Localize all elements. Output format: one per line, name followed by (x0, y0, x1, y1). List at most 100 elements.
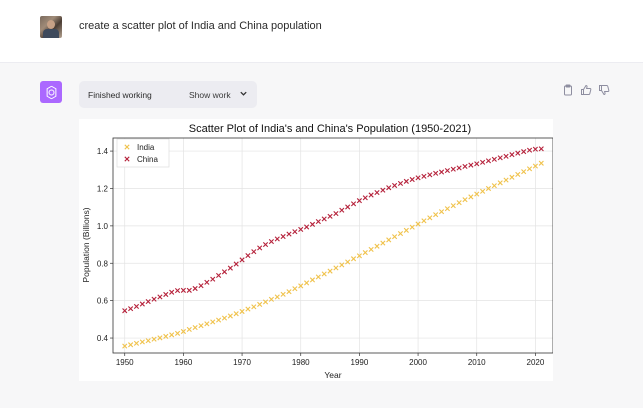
point-india (397, 230, 404, 237)
chevron-down-icon[interactable] (239, 89, 248, 100)
y-tick-label: 1.0 (97, 222, 109, 231)
point-china (362, 195, 368, 201)
point-china (262, 241, 269, 248)
point-india (444, 206, 450, 212)
point-china (180, 287, 186, 293)
user-message-row: create a scatter plot of India and China… (0, 0, 643, 62)
point-india (485, 185, 492, 192)
point-india (280, 291, 286, 297)
point-india (227, 313, 233, 319)
point-india (497, 180, 503, 186)
message-actions (562, 83, 610, 96)
point-china (468, 162, 474, 168)
point-china (497, 155, 503, 161)
point-china (122, 308, 128, 314)
point-india (403, 227, 409, 233)
point-china (345, 204, 351, 210)
thumbs-up-icon[interactable] (580, 83, 592, 95)
show-work-button[interactable]: Show work (189, 90, 231, 100)
point-china (427, 172, 433, 178)
legend-marker-china (124, 156, 130, 162)
clipboard-icon[interactable] (562, 83, 574, 96)
point-china (204, 279, 210, 285)
point-india (538, 160, 544, 166)
point-china (444, 167, 450, 174)
point-india (221, 315, 228, 321)
point-india (292, 286, 298, 292)
point-china (380, 187, 386, 193)
point-india (532, 163, 538, 169)
x-tick-label: 1980 (292, 358, 310, 367)
point-china (438, 169, 445, 175)
point-india (433, 212, 439, 218)
point-china (268, 238, 274, 245)
point-india (163, 333, 169, 339)
point-china (309, 221, 316, 227)
point-china (509, 152, 515, 158)
point-china (485, 158, 492, 164)
user-message-text: create a scatter plot of India and China… (79, 20, 322, 32)
point-india (180, 328, 186, 335)
point-india (468, 194, 474, 200)
point-china (274, 236, 280, 242)
point-china (128, 306, 134, 312)
point-india (356, 253, 362, 259)
point-india (480, 188, 486, 194)
point-china (198, 283, 204, 289)
x-tick-label: 2000 (409, 358, 427, 367)
x-tick-label: 1990 (351, 358, 369, 367)
point-india (298, 283, 304, 289)
point-india (350, 256, 357, 262)
point-india (286, 289, 292, 295)
point-india (304, 280, 310, 286)
point-china (526, 147, 533, 153)
point-india (386, 237, 392, 243)
point-india (204, 321, 210, 327)
point-china (157, 294, 163, 300)
point-india (151, 336, 157, 342)
point-china (227, 265, 233, 271)
point-china (538, 146, 544, 152)
x-tick-label: 2010 (468, 358, 486, 367)
chart-legend: India China (116, 138, 170, 168)
point-india (169, 332, 175, 338)
point-china (503, 153, 509, 159)
point-china (216, 272, 222, 279)
x-axis-label: Year (324, 370, 341, 380)
chart-svg: Scatter Plot of India's and China's Popu… (81, 123, 553, 380)
point-china (257, 245, 263, 251)
point-china (339, 207, 345, 213)
assistant-message-row: Finished working Show work Scatter Plot … (0, 62, 643, 408)
x-tick-label: 1970 (233, 358, 251, 367)
point-china (409, 176, 415, 183)
point-china (251, 249, 257, 255)
point-china (163, 291, 169, 298)
point-india (122, 343, 128, 349)
point-china (462, 163, 468, 170)
point-india (521, 169, 527, 175)
thumbs-down-icon[interactable] (598, 83, 610, 96)
work-status-pill: Finished working Show work (79, 81, 257, 108)
user-avatar (40, 16, 62, 38)
x-tick-label: 1950 (116, 358, 134, 367)
point-india (515, 171, 521, 178)
y-tick-label: 0.4 (97, 334, 109, 343)
y-axis-label: Population (Billions) (81, 207, 91, 282)
legend-label-india: India (137, 143, 155, 152)
point-china (239, 257, 245, 263)
legend-marker-india (124, 144, 130, 150)
point-india (362, 250, 368, 256)
point-china (192, 285, 198, 292)
point-china (169, 289, 175, 295)
point-india (421, 218, 427, 224)
point-china (333, 210, 339, 217)
point-china (321, 216, 327, 222)
y-tick-label: 1.2 (97, 184, 109, 193)
point-india (139, 339, 145, 345)
point-china (210, 276, 216, 282)
point-china (532, 146, 538, 152)
point-china (374, 190, 380, 196)
point-india (415, 221, 421, 227)
point-china (415, 175, 421, 181)
point-india (309, 277, 316, 283)
